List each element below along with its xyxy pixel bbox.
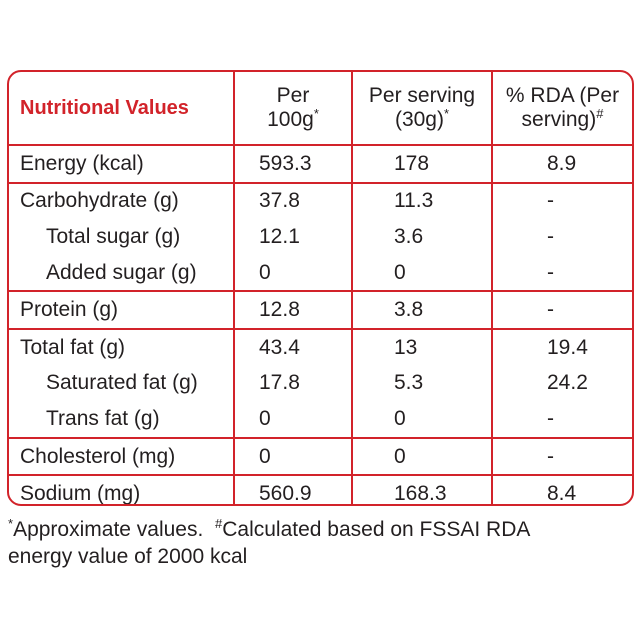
table-row: Protein (g) 12.8 3.8 - <box>9 290 632 330</box>
table-row: Total fat (g) 43.4 13 19.4 <box>9 327 632 366</box>
cell-per-100g: 0 <box>233 254 353 293</box>
cell-rda: - <box>491 290 632 330</box>
cell-rda: 24.2 <box>491 365 632 402</box>
cell-per-serving: 3.8 <box>351 290 493 330</box>
header-per-serving: Per serving (30g)* <box>351 72 493 146</box>
cell-per-100g: 43.4 <box>233 327 353 366</box>
table-row: Total sugar (g) 12.1 3.6 - <box>9 219 632 255</box>
cell-per-100g: 560.9 <box>233 474 353 504</box>
cell-rda: - <box>491 181 632 220</box>
row-label: Saturated fat (g) <box>9 365 235 402</box>
cell-rda: 19.4 <box>491 327 632 366</box>
cell-per-100g: 17.8 <box>233 365 353 402</box>
table-row: Sodium (mg) 560.9 168.3 8.4 <box>9 474 632 504</box>
cell-rda: 8.9 <box>491 145 632 184</box>
nutrition-table: Nutritional Values Per 100g* Per serving… <box>9 72 632 504</box>
row-label: Energy (kcal) <box>9 145 235 184</box>
header-per-100g-line2: 100g <box>267 108 314 131</box>
cell-per-serving: 13 <box>351 327 493 366</box>
cell-per-100g: 0 <box>233 436 353 477</box>
cell-per-100g: 12.1 <box>233 219 353 255</box>
footnote: *Approximate values. #Calculated based o… <box>8 516 633 570</box>
table-row: Carbohydrate (g) 37.8 11.3 - <box>9 181 632 220</box>
footnote-rda-basis: Calculated based on FSSAI RDA <box>222 518 531 541</box>
header-per-serving-mark: * <box>443 106 450 121</box>
header-rda-line1: % RDA (Per <box>505 84 620 107</box>
header-row: Nutritional Values Per 100g* Per serving… <box>9 72 632 146</box>
cell-per-100g: 37.8 <box>233 181 353 220</box>
cell-per-serving: 11.3 <box>351 181 493 220</box>
header-rda: % RDA (Per serving)# <box>491 72 632 146</box>
cell-per-100g: 593.3 <box>233 145 353 184</box>
cell-rda: - <box>491 401 632 439</box>
cell-rda: - <box>491 436 632 477</box>
header-rda-line2: serving) <box>521 108 597 131</box>
cell-rda: 8.4 <box>491 474 632 504</box>
row-label: Carbohydrate (g) <box>9 181 235 220</box>
header-per-serving-line2: (30g) <box>394 108 444 131</box>
row-label: Protein (g) <box>9 290 235 330</box>
cell-per-serving: 3.6 <box>351 219 493 255</box>
table-title: Nutritional Values <box>9 72 235 146</box>
cell-per-serving: 0 <box>351 254 493 293</box>
cell-per-serving: 0 <box>351 401 493 439</box>
header-per-100g-line1: Per <box>276 84 310 107</box>
row-label: Cholesterol (mg) <box>9 436 235 477</box>
cell-per-100g: 0 <box>233 401 353 439</box>
cell-rda: - <box>491 254 632 293</box>
footnote-mark-hash: # <box>215 516 223 531</box>
header-per-100g: Per 100g* <box>233 72 353 146</box>
table-row: Saturated fat (g) 17.8 5.3 24.2 <box>9 365 632 402</box>
cell-per-serving: 0 <box>351 436 493 477</box>
footnote-energy-value: energy value of 2000 kcal <box>8 545 248 568</box>
footnote-approximate: Approximate values. <box>13 518 204 541</box>
header-per-serving-line1: Per serving <box>368 84 476 107</box>
cell-per-100g: 12.8 <box>233 290 353 330</box>
table-row: Cholesterol (mg) 0 0 - <box>9 436 632 477</box>
row-label: Trans fat (g) <box>9 401 235 439</box>
header-rda-mark: # <box>596 106 604 121</box>
row-label: Sodium (mg) <box>9 474 235 504</box>
cell-per-serving: 178 <box>351 145 493 184</box>
cell-per-serving: 168.3 <box>351 474 493 504</box>
row-label: Total sugar (g) <box>9 219 235 255</box>
cell-rda: - <box>491 219 632 255</box>
table-row: Energy (kcal) 593.3 178 8.9 <box>9 145 632 184</box>
row-label: Total fat (g) <box>9 327 235 366</box>
footnote-mark-asterisk: * <box>8 516 14 531</box>
header-per-100g-mark: * <box>313 106 319 121</box>
cell-per-serving: 5.3 <box>351 365 493 402</box>
table-row: Trans fat (g) 0 0 - <box>9 401 632 439</box>
row-label: Added sugar (g) <box>9 254 235 293</box>
table-row: Added sugar (g) 0 0 - <box>9 254 632 293</box>
nutrition-table-panel: Nutritional Values Per 100g* Per serving… <box>7 70 634 506</box>
